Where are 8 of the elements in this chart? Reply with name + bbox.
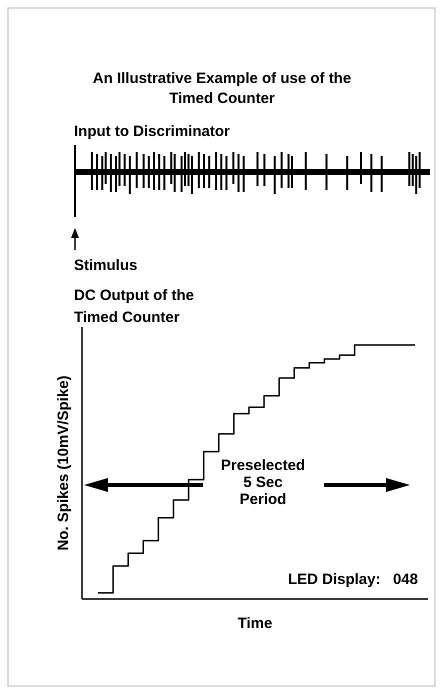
text: Input to Discriminator (74, 123, 230, 140)
chart-subtitle: DC Output of the Timed Counter (74, 287, 194, 326)
y-axis-title: No. Spikes (10mV/Spike) (55, 375, 72, 551)
annotation: LED Display: 048 (288, 571, 418, 588)
x-axis-title: Time (238, 615, 272, 632)
annotation: Preselected 5 Sec Period (220, 457, 306, 508)
text: Stimulus (74, 257, 138, 274)
chart-title: An Illustrative Example of use of the Timed Counter (92, 70, 352, 107)
